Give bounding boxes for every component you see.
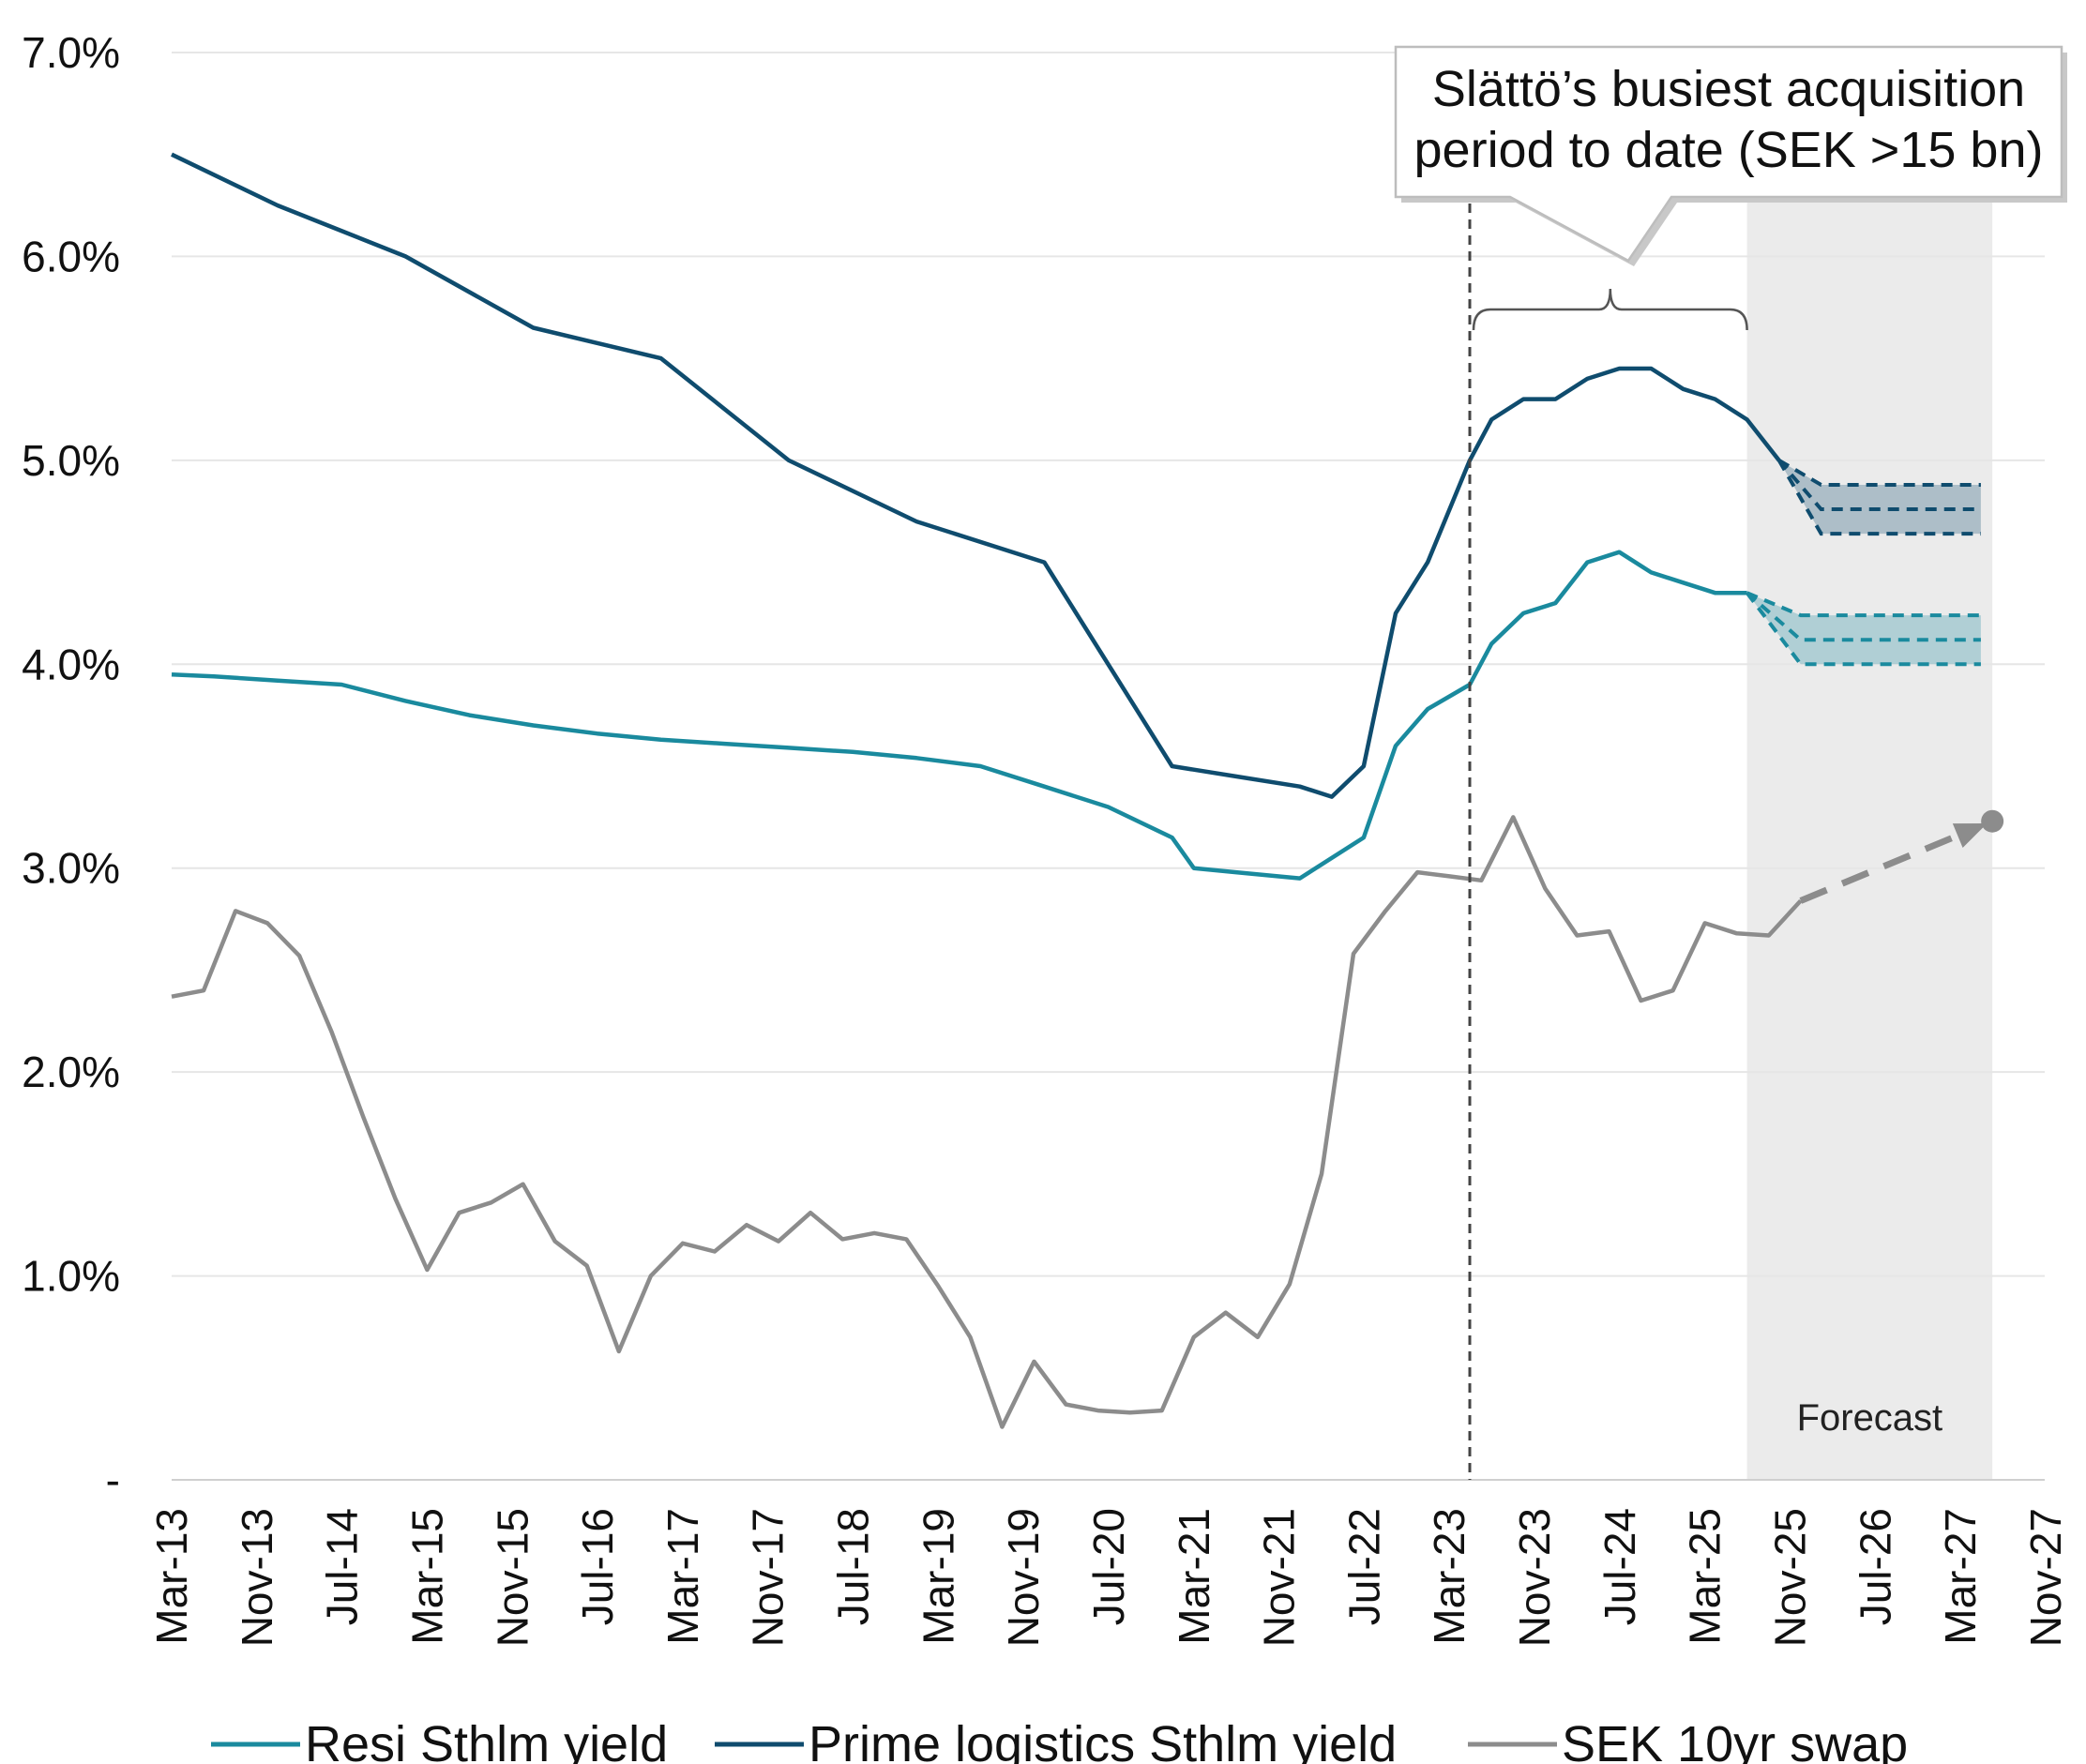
x-tick-label: Nov-17 bbox=[744, 1508, 793, 1647]
x-tick-label: Mar-25 bbox=[1681, 1508, 1730, 1645]
x-tick-label: Jul-20 bbox=[1084, 1508, 1133, 1625]
forecast-band bbox=[1746, 593, 1981, 665]
x-axis-ticks: Mar-13 Nov-13 Jul-14 Mar-15 Nov-15 Jul-16 Mar-… bbox=[147, 1508, 2070, 1647]
x-tick-label: Jul-26 bbox=[1851, 1508, 1899, 1625]
x-tick-label: Mar-21 bbox=[1170, 1508, 1218, 1645]
x-tick-label: Mar-15 bbox=[402, 1508, 451, 1645]
x-tick-label: Mar-27 bbox=[1936, 1508, 1985, 1645]
x-tick-label: Jul-16 bbox=[573, 1508, 622, 1625]
x-tick-label: Mar-13 bbox=[147, 1508, 196, 1645]
callout-box bbox=[1394, 45, 2063, 263]
x-tick-label: Jul-14 bbox=[318, 1508, 367, 1625]
y-tick-label: 7.0% bbox=[22, 28, 120, 77]
x-tick-label: Nov-19 bbox=[999, 1508, 1048, 1647]
legend-label: Prime logistics Sthlm yield bbox=[809, 1716, 1397, 1764]
x-tick-label: Nov-25 bbox=[1765, 1508, 1814, 1647]
x-tick-label: Nov-13 bbox=[233, 1508, 281, 1647]
y-axis-ticks: - 1.0% 2.0% 3.0% 4.0% 5.0% 6.0% 7.0% bbox=[22, 28, 120, 1504]
x-tick-label: Mar-23 bbox=[1425, 1508, 1474, 1645]
y-tick-label: 4.0% bbox=[22, 640, 120, 688]
forecast-line-mid bbox=[1746, 591, 1981, 642]
x-tick-label: Jul-24 bbox=[1595, 1508, 1644, 1625]
forecast-region: Forecast bbox=[1746, 184, 1993, 1480]
forecast-line-low bbox=[1776, 459, 1981, 536]
forecast-shade bbox=[1746, 184, 1993, 1480]
gridlines bbox=[172, 52, 2045, 1481]
series-line bbox=[171, 550, 1747, 881]
acquisition-period-bracket bbox=[1472, 288, 1748, 331]
forecast-line-high bbox=[1777, 459, 1981, 487]
x-tick-label: Nov-27 bbox=[2021, 1508, 2070, 1647]
series-line bbox=[171, 152, 1781, 799]
forecast-line-low bbox=[1746, 591, 1981, 667]
x-tick-label: Jul-22 bbox=[1339, 1508, 1388, 1625]
series-line bbox=[171, 815, 1803, 1429]
x-tick-label: Jul-18 bbox=[829, 1508, 878, 1625]
forecast-label: Forecast bbox=[1797, 1397, 1943, 1439]
x-tick-label: Mar-17 bbox=[658, 1508, 707, 1645]
swap-forecast-arrow bbox=[1799, 829, 1966, 904]
forecast-band bbox=[1778, 460, 1981, 535]
y-tick-label: 1.0% bbox=[22, 1252, 120, 1301]
callout-text-line2: period to date (SEK >15 bn) bbox=[1414, 122, 2044, 178]
y-tick-label: 3.0% bbox=[22, 844, 120, 893]
series-lines bbox=[171, 152, 2004, 1429]
callout-text-line1: Slättö’s busiest acquisition bbox=[1432, 61, 2025, 117]
x-tick-label: Nov-23 bbox=[1510, 1508, 1559, 1647]
x-tick-label: Nov-21 bbox=[1255, 1508, 1304, 1647]
legend: Resi Sthlm yield Prime logistics Sthlm yi… bbox=[211, 1716, 1908, 1764]
legend-label: SEK 10yr swap bbox=[1562, 1716, 1908, 1764]
x-tick-label: Nov-15 bbox=[488, 1508, 537, 1647]
y-tick-label: 2.0% bbox=[22, 1048, 120, 1096]
forecast-line-mid bbox=[1777, 459, 1981, 512]
forecast-line-high bbox=[1746, 591, 1981, 618]
x-tick-label: Mar-19 bbox=[914, 1508, 962, 1645]
y-tick-label: 5.0% bbox=[22, 436, 120, 485]
forecast-bands bbox=[1746, 459, 1981, 667]
swap-forecast-arrowhead bbox=[1952, 823, 1988, 848]
legend-label: Resi Sthlm yield bbox=[305, 1716, 668, 1764]
swap-forecast-point bbox=[1981, 809, 2004, 833]
y-tick-label: 6.0% bbox=[22, 232, 120, 280]
y-tick-label: - bbox=[106, 1455, 120, 1504]
